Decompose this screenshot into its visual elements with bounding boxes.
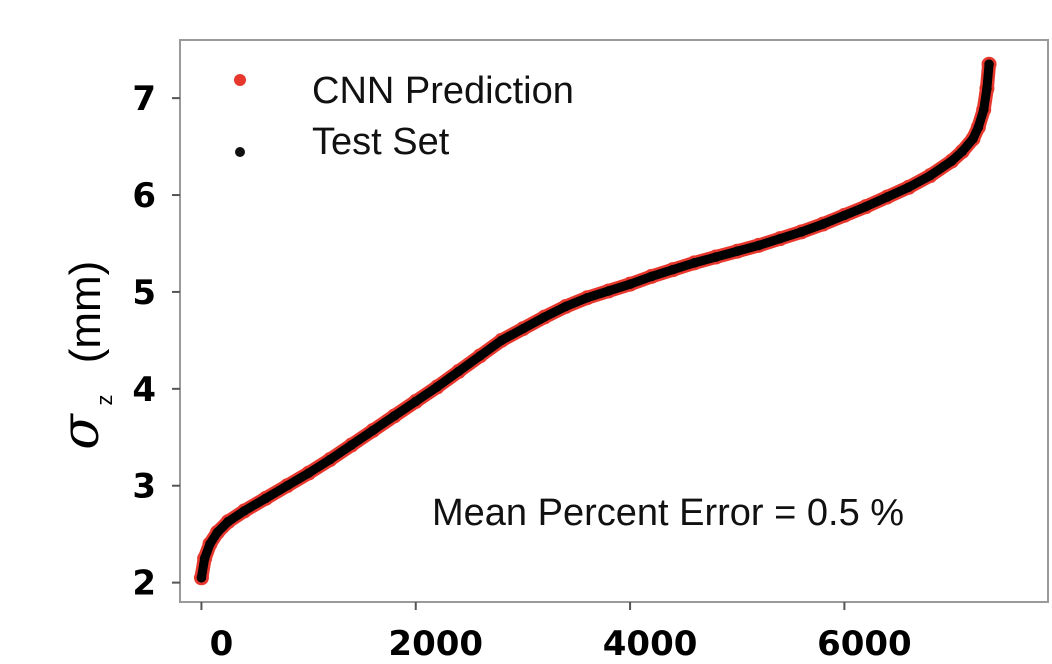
data-point: [732, 246, 743, 257]
y-tick-label: 4: [132, 370, 156, 410]
x-tick-label: 2000: [388, 624, 483, 664]
data-point: [957, 146, 968, 157]
y-tick-label: 6: [132, 176, 156, 216]
data-point: [775, 233, 785, 244]
data-point: [668, 264, 678, 275]
legend-marker-test-set: [235, 147, 245, 157]
data-point: [984, 59, 994, 70]
data-point: [496, 335, 507, 346]
data-point: [239, 506, 250, 516]
y-axis-label: σ z (mm): [51, 261, 117, 450]
data-point: [946, 156, 957, 166]
data-point: [539, 312, 550, 322]
data-point: [282, 480, 292, 491]
data-point: [603, 286, 614, 296]
y-tick-label: 2: [132, 564, 156, 604]
y-tick-label: 5: [132, 273, 156, 313]
data-point: [625, 279, 635, 289]
data-point: [882, 192, 893, 202]
series-layer: [193, 56, 997, 586]
data-point: [982, 83, 992, 94]
data-point: [346, 440, 357, 450]
legend-marker-cnn-prediction: [234, 74, 246, 86]
data-point: [432, 382, 442, 392]
y-axis-label-subscript: z: [92, 395, 117, 406]
data-point: [796, 227, 807, 237]
plot-area: [179, 39, 1049, 603]
x-tick-label: 4000: [603, 624, 698, 664]
data-point: [818, 219, 828, 229]
legend: CNN Prediction Test Set: [234, 70, 574, 163]
data-point: [973, 122, 984, 133]
data-point: [212, 527, 223, 538]
data-point: [646, 271, 657, 282]
data-point: [389, 411, 400, 421]
data-point: [711, 252, 721, 262]
data-point: [560, 301, 571, 312]
data-point: [582, 292, 593, 303]
data-point: [199, 553, 210, 564]
data-point: [968, 134, 978, 144]
data-point: [205, 539, 215, 549]
data-point: [453, 366, 464, 377]
y-axis-label-unit: (mm): [61, 261, 110, 364]
series-test-set: [196, 59, 994, 583]
x-tick-label: 0: [210, 624, 234, 664]
data-point: [903, 182, 914, 193]
data-point: [368, 425, 378, 436]
data-point: [475, 351, 485, 361]
y-tick-label: 3: [132, 467, 156, 507]
x-tick-label: 6000: [817, 624, 912, 664]
data-point: [689, 258, 700, 268]
data-point: [303, 468, 314, 478]
data-point: [325, 454, 335, 465]
data-point: [260, 493, 271, 504]
legend-label-cnn-prediction: CNN Prediction: [312, 70, 574, 112]
data-point: [223, 516, 234, 527]
data-point: [978, 104, 989, 115]
axis-ticks: 2 3 4 5 6 7 0 2000 4000 6000: [132, 79, 911, 664]
y-axis-label-symbol: σ: [51, 413, 111, 450]
data-point: [839, 210, 850, 221]
y-tick-label: 7: [132, 79, 156, 119]
data-point: [410, 396, 421, 407]
data-point: [753, 240, 764, 251]
data-point: [518, 323, 528, 334]
data-point: [861, 201, 871, 212]
legend-label-test-set: Test Set: [312, 121, 450, 163]
data-point: [925, 170, 935, 181]
data-point: [196, 572, 207, 583]
mean-percent-error-annotation: Mean Percent Error = 0.5 %: [432, 492, 904, 534]
